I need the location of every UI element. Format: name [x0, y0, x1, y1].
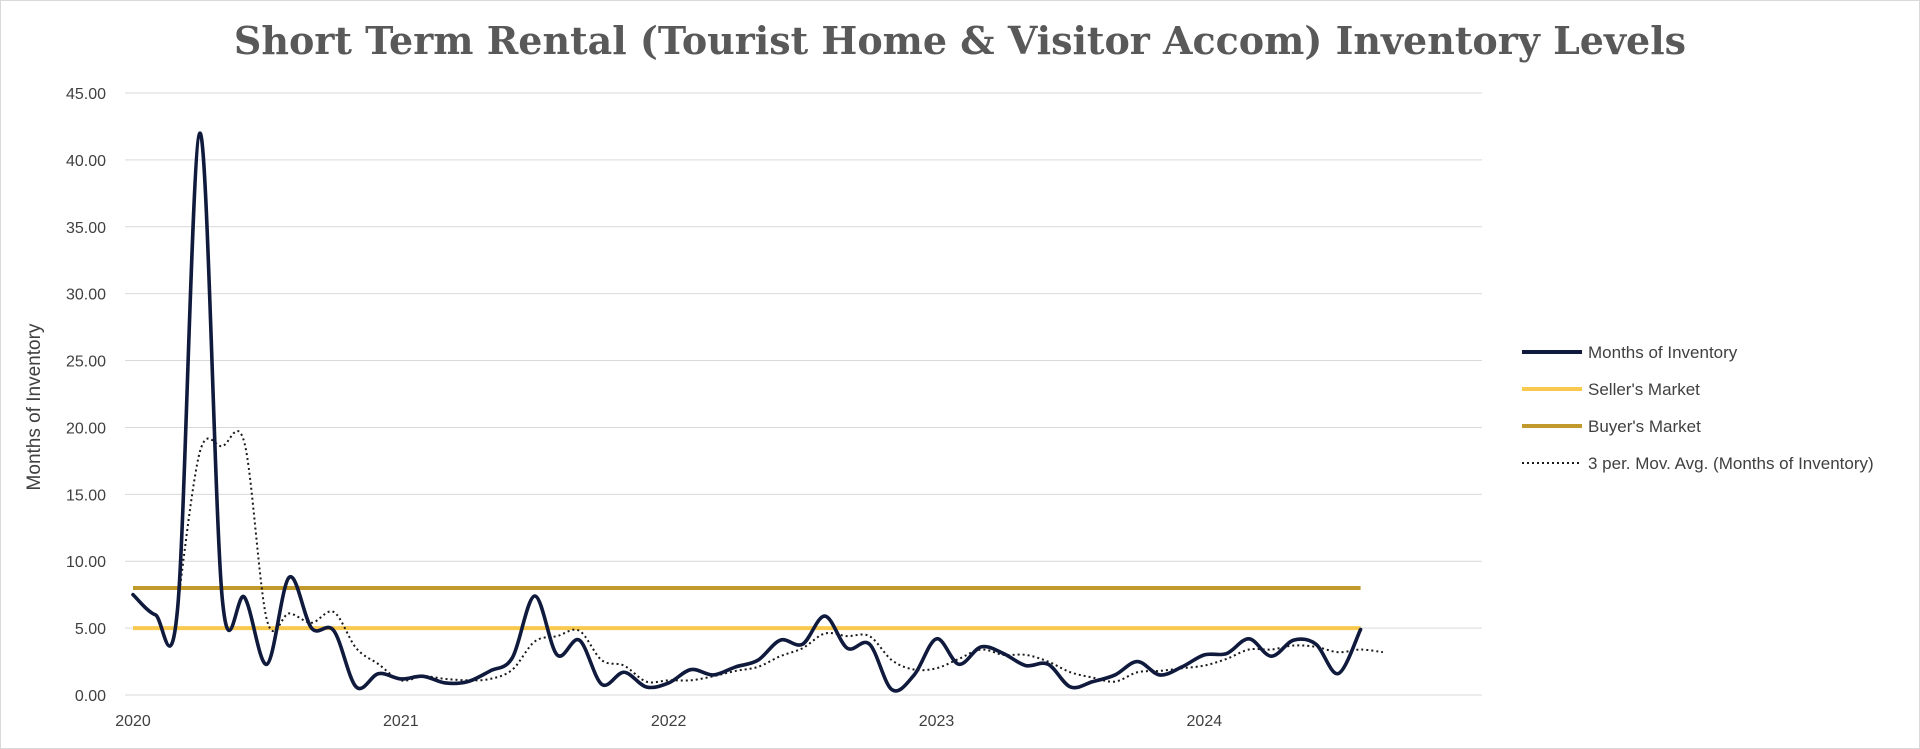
- legend-label: Months of Inventory: [1588, 343, 1738, 362]
- series-lines: [131, 131, 1384, 693]
- legend-label: 3 per. Mov. Avg. (Months of Inventory): [1588, 454, 1874, 473]
- legend-item-3-per-mov-avg-months-of-inventory: 3 per. Mov. Avg. (Months of Inventory): [1522, 454, 1874, 473]
- y-axis-ticks: 0.00 5.00 10.00 15.00 20.00 25.00 30.00 35.00 40…: [66, 86, 106, 705]
- legend-label: Seller's Market: [1588, 380, 1700, 399]
- legend-item-months-of-inventory: Months of Inventory: [1522, 343, 1738, 362]
- y-tick-label: 45.00: [66, 86, 106, 103]
- y-tick-label: 40.00: [66, 153, 106, 170]
- x-tick-label: 2024: [1187, 713, 1223, 730]
- y-tick-label: 30.00: [66, 287, 106, 304]
- legend-item-buyer-s-market: Buyer's Market: [1522, 417, 1701, 436]
- x-tick-label: 2021: [383, 713, 419, 730]
- y-tick-label: 35.00: [66, 220, 106, 237]
- x-tick-label: 2020: [115, 713, 151, 730]
- series-line-months-of-inventory: [131, 131, 1363, 693]
- legend-label: Buyer's Market: [1588, 417, 1701, 436]
- gridlines: [125, 92, 1482, 696]
- x-tick-label: 2022: [651, 713, 687, 730]
- y-tick-label: 5.00: [75, 621, 106, 638]
- y-tick-label: 15.00: [66, 487, 106, 504]
- y-tick-label: 20.00: [66, 420, 106, 437]
- y-tick-label: 0.00: [75, 688, 106, 705]
- legend-item-seller-s-market: Seller's Market: [1522, 380, 1700, 399]
- legend: Months of Inventory Seller's Market Buyer'…: [1522, 343, 1874, 473]
- series-line-3-per-mov-avg-months-of-inventory: [176, 430, 1384, 684]
- x-tick-label: 2023: [919, 713, 955, 730]
- y-tick-label: 25.00: [66, 354, 106, 371]
- chart-title: Short Term Rental (Tourist Home & Visito…: [233, 18, 1687, 63]
- x-axis-ticks: 2020 2021 2022 2023 2024: [115, 713, 1222, 730]
- y-axis-label: Months of Inventory: [24, 323, 45, 490]
- y-tick-label: 10.00: [66, 554, 106, 571]
